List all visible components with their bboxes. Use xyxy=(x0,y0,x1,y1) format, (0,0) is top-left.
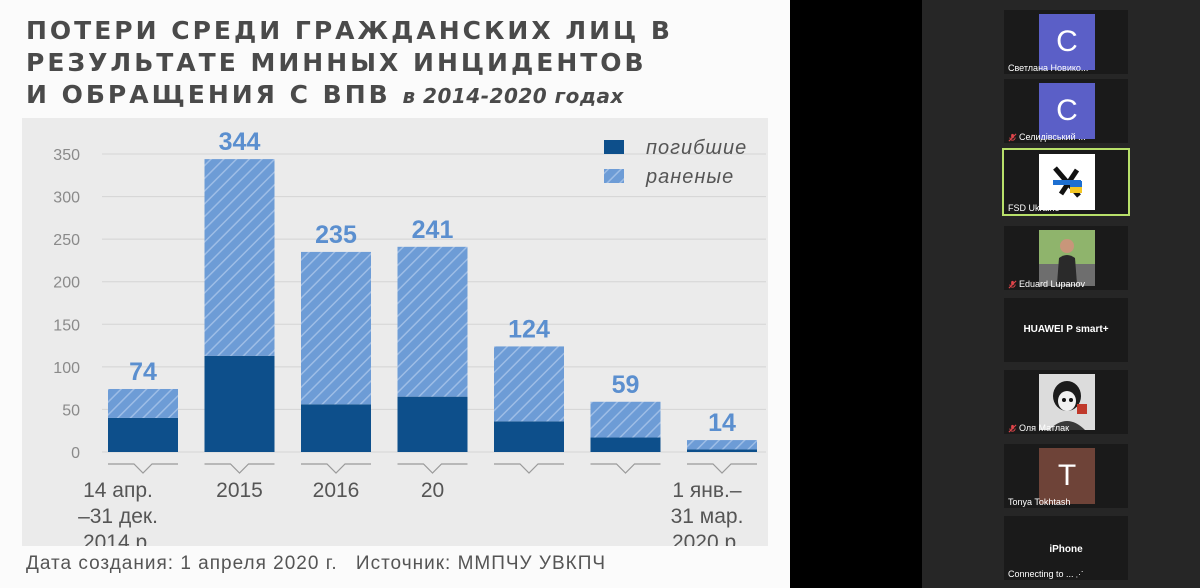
participant-tile-active-speaker[interactable]: FSD Ukraine xyxy=(1002,148,1130,216)
creation-date: Дата создания: 1 апреля 2020 г. xyxy=(26,553,338,574)
slide-title: ПОТЕРИ СРЕДИ ГРАЖДАНСКИХ ЛИЦ В РЕЗУЛЬТАТ… xyxy=(26,15,673,112)
y-tick-label: 0 xyxy=(71,445,80,462)
participant-tile[interactable]: iPhone Connecting to ... ⋰ xyxy=(1004,516,1128,580)
avatar: С xyxy=(1039,14,1095,70)
slide-footer: Дата создания: 1 апреля 2020 г. Источник… xyxy=(26,553,618,575)
device-name: iPhone xyxy=(1049,544,1083,555)
fsd-logo xyxy=(1039,154,1095,210)
x-category-label: 14 апр. xyxy=(83,479,153,502)
participant-photo xyxy=(1039,230,1095,286)
bar-total-label: 14 xyxy=(708,409,736,437)
title-line-1: ПОТЕРИ СРЕДИ ГРАЖДАНСКИХ ЛИЦ В xyxy=(26,16,673,45)
legend-swatch-wounded xyxy=(604,169,624,183)
participant-name: Светлана Новико... xyxy=(1008,63,1089,73)
loading-icon: ⋰ xyxy=(1075,569,1084,579)
bar-segment-killed xyxy=(687,449,757,452)
bar-segment-wounded xyxy=(301,251,371,405)
category-marker xyxy=(108,463,178,474)
y-tick-label: 250 xyxy=(53,232,80,249)
participant-name: Tonya Tokhtash xyxy=(1008,497,1071,507)
bar-segment-wounded xyxy=(108,388,178,418)
title-suffix: в 2014-2020 годах xyxy=(402,84,624,108)
participant-name: Connecting to ... ⋰ xyxy=(1008,569,1084,579)
bar-total-label: 74 xyxy=(129,358,157,386)
stage-background xyxy=(790,0,922,588)
bar-segment-wounded xyxy=(494,346,564,422)
bar-segment-killed xyxy=(397,396,468,452)
casualties-chart: 0 50 100 150 200 250 300 350 74 14 апр. –31 дек. 20… xyxy=(53,128,766,546)
bar-segment-wounded xyxy=(590,401,661,438)
y-tick-label: 350 xyxy=(53,147,80,164)
x-category-label: 20 xyxy=(421,479,444,502)
participant-tile[interactable]: Оля Матлак xyxy=(1004,370,1128,434)
bar-segment-killed xyxy=(108,417,178,452)
bar-total-label: 124 xyxy=(508,315,550,343)
bar-total-label: 235 xyxy=(315,221,357,249)
legend-label: погибшие xyxy=(646,137,747,159)
y-tick-label: 300 xyxy=(53,190,80,207)
mic-muted-icon xyxy=(1008,424,1017,432)
presentation-slide: ПОТЕРИ СРЕДИ ГРАЖДАНСКИХ ЛИЦ В РЕЗУЛЬТАТ… xyxy=(0,0,790,588)
bar-segment-wounded xyxy=(397,246,468,397)
participants-gallery: С Светлана Новико... С Селидівський ... … xyxy=(922,0,1200,588)
y-tick-label: 200 xyxy=(53,275,80,292)
x-category-label: –31 дек. xyxy=(78,505,158,528)
x-category-label: 2015 xyxy=(216,479,263,502)
category-marker xyxy=(687,463,757,474)
legend-swatch-killed xyxy=(604,140,624,154)
x-category-label: 1 янв.– xyxy=(672,479,741,502)
participant-tile[interactable]: С Селидівський ... xyxy=(1004,79,1128,143)
x-category-label: 31 мар. xyxy=(671,505,744,528)
avatar: С xyxy=(1039,83,1095,139)
y-tick-label: 100 xyxy=(53,360,80,377)
title-line-2: РЕЗУЛЬТАТЕ МИННЫХ ИНЦИДЕНТОВ xyxy=(26,48,647,77)
category-marker xyxy=(301,463,371,474)
x-category-label: 2020 р. xyxy=(672,531,742,546)
bar-segment-wounded xyxy=(204,159,275,356)
legend-label: раненые xyxy=(645,166,734,188)
avatar: T xyxy=(1039,448,1095,504)
participant-name: Eduard Lupanov xyxy=(1008,279,1085,289)
bar-total-label: 241 xyxy=(412,216,454,244)
y-tick-label: 50 xyxy=(62,402,80,419)
participant-tile[interactable]: T Tonya Tokhtash xyxy=(1004,444,1128,508)
participant-name: Селидівський ... xyxy=(1008,132,1086,142)
title-line-3: И ОБРАЩЕНИЯ С ВПВ xyxy=(26,80,391,109)
participant-photo xyxy=(1039,374,1095,430)
category-marker xyxy=(494,463,564,474)
bar-segment-killed xyxy=(204,355,275,452)
participant-tile[interactable]: HUAWEI P smart+ xyxy=(1004,298,1128,362)
device-name: HUAWEI P smart+ xyxy=(1023,324,1109,335)
category-marker xyxy=(590,463,661,474)
bar-total-label: 344 xyxy=(219,128,261,156)
x-category-label: 2014 р. xyxy=(83,531,153,546)
source-label: Источник: ММПЧУ УВКПЧ xyxy=(355,553,607,574)
bar-segment-killed xyxy=(301,404,371,452)
category-marker xyxy=(397,463,468,474)
mic-muted-icon xyxy=(1008,133,1017,141)
x-category-label: 2016 xyxy=(313,479,360,502)
y-tick-label: 150 xyxy=(53,317,80,334)
participant-name: Оля Матлак xyxy=(1008,423,1069,433)
bar-segment-killed xyxy=(590,437,661,452)
category-marker xyxy=(204,463,275,474)
bar-segment-wounded xyxy=(687,440,757,450)
bar-segment-killed xyxy=(494,421,564,452)
participant-name: FSD Ukraine xyxy=(1008,203,1060,213)
bar-total-label: 59 xyxy=(612,371,640,399)
participant-tile[interactable]: С Светлана Новико... xyxy=(1004,10,1128,74)
participant-tile[interactable]: Eduard Lupanov xyxy=(1004,226,1128,290)
mic-muted-icon xyxy=(1008,280,1017,288)
chart-panel: 0 50 100 150 200 250 300 350 74 14 апр. –31 дек. 20… xyxy=(22,118,768,546)
